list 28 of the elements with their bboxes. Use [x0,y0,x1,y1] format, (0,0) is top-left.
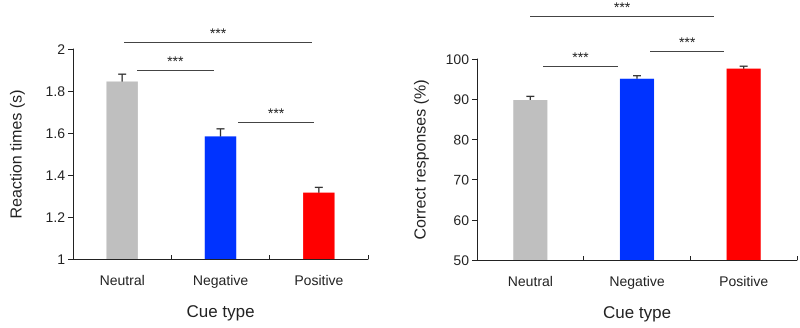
y-tick-label: 1.4 [46,167,66,183]
y-tick-label: 1.8 [46,83,66,99]
annotation: *** [268,105,284,121]
y-tick-label: 1.2 [46,209,66,225]
text: *** [210,25,226,41]
y-tick-label: 80 [453,131,470,148]
x-tick-label: Neutral [508,273,553,289]
y-axis-title: Correct responses (%) [412,79,430,240]
y-tick-label: 60 [453,212,470,228]
text: *** [678,34,696,50]
x-axis-title: Cue type [602,303,672,322]
y-tick-label: 2 [57,41,66,57]
x-tick-label: Negative [609,273,665,289]
x-tick-label: Neutral [100,272,145,288]
x-tick-label: Positive [719,273,768,289]
x-tick-label: Positive [294,272,344,288]
y-tick-label: 70 [453,172,470,188]
y-tick-label: 1 [57,251,66,267]
y-tick-label: 1.6 [46,125,66,141]
annotation: *** [167,53,184,69]
text: *** [614,0,630,15]
x-tick-label: Negative [192,272,248,288]
annotation: *** [572,49,589,65]
y-axis-title: Reaction times (s) [8,90,26,218]
y-tick-label: 100 [446,51,470,67]
x-axis-title: Cue type [186,302,255,321]
y-tick-label: 90 [453,91,470,108]
y-tick-label: 50 [453,252,470,268]
